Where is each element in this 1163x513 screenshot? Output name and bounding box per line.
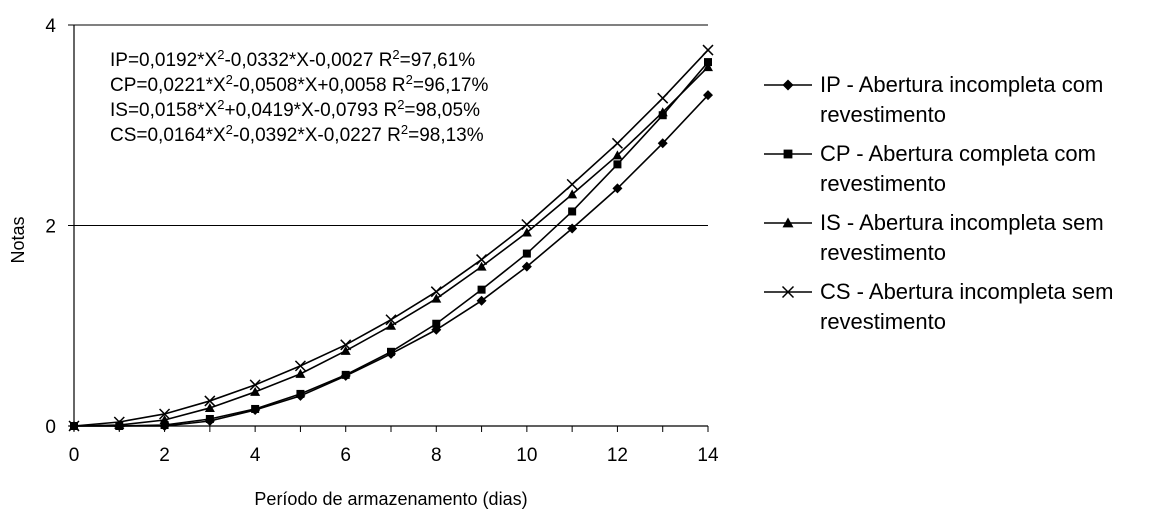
legend-label: CP - Abertura completa com revestimento bbox=[820, 141, 1096, 196]
data-point-triangle bbox=[250, 386, 261, 396]
data-point-triangle bbox=[340, 345, 351, 355]
data-point-square bbox=[251, 404, 260, 413]
regression-equation: IS=0,0158*X2+0,0419*X-0,0793 R2=98,05% bbox=[110, 97, 480, 121]
data-point-diamond bbox=[521, 261, 532, 272]
data-point-diamond bbox=[476, 295, 487, 306]
data-point-x bbox=[611, 137, 623, 149]
data-point-square bbox=[387, 347, 395, 356]
legend-label: IS - Abertura incompleta sem revestiment… bbox=[820, 210, 1104, 265]
tick-labels: 0 2 4 0 2 4 6 8 10 12 14 bbox=[45, 16, 719, 466]
x-tick-label: 2 bbox=[159, 445, 170, 466]
data-point-triangle bbox=[567, 189, 578, 199]
legend: IP - Abertura incompleta com revestiment… bbox=[762, 70, 1162, 346]
data-point-square bbox=[341, 370, 350, 379]
x-tick-label: 12 bbox=[607, 445, 628, 466]
data-point-x bbox=[113, 416, 125, 428]
y-axis-label: Notas bbox=[8, 216, 28, 263]
x-tick-label: 4 bbox=[250, 445, 261, 466]
regression-equations: IP=0,0192*X2-0,0332*X-0,0027 R2=97,61%CP… bbox=[110, 47, 489, 146]
data-point-x bbox=[702, 44, 714, 56]
data-point-triangle bbox=[431, 293, 442, 303]
data-point-diamond bbox=[703, 90, 713, 101]
series-triangle bbox=[69, 62, 713, 430]
data-point-x bbox=[657, 92, 669, 104]
x-tick-label: 0 bbox=[69, 445, 80, 466]
data-point-triangle bbox=[612, 150, 623, 160]
legend-item-triangle: IS - Abertura incompleta sem revestiment… bbox=[762, 208, 1162, 268]
data-point-x bbox=[159, 408, 171, 420]
data-point-triangle bbox=[782, 217, 794, 228]
x-tick-label: 10 bbox=[516, 445, 537, 466]
data-point-triangle bbox=[204, 402, 215, 412]
data-point-x bbox=[340, 339, 352, 351]
legend-label: CS - Abertura incompleta sem revestiment… bbox=[820, 279, 1114, 334]
data-point-triangle bbox=[386, 320, 396, 330]
data-point-triangle bbox=[159, 414, 170, 424]
data-point-x bbox=[249, 379, 261, 391]
data-point-x bbox=[476, 254, 488, 266]
regression-equation: CS=0,0164*X2-0,0392*X-0,0227 R2=98,13% bbox=[110, 122, 484, 146]
legend-key-diamond bbox=[764, 79, 812, 91]
x-tick-label: 8 bbox=[431, 445, 442, 466]
data-point-x bbox=[781, 285, 795, 299]
series-x bbox=[68, 44, 714, 432]
data-point-square bbox=[205, 414, 214, 423]
data-point-x bbox=[385, 314, 397, 326]
data-point-x bbox=[68, 420, 80, 432]
y-tick-label: 2 bbox=[45, 217, 56, 238]
legend-item-x: CS - Abertura incompleta sem revestiment… bbox=[762, 277, 1162, 337]
data-point-square bbox=[704, 58, 712, 67]
data-point-triangle bbox=[703, 62, 713, 72]
x-axis-label: Período de armazenamento (dias) bbox=[254, 489, 527, 509]
series-group bbox=[68, 44, 714, 432]
data-point-x bbox=[566, 178, 578, 190]
regression-equation: IP=0,0192*X2-0,0332*X-0,0027 R2=97,61% bbox=[110, 47, 475, 71]
legend-item-square: CP - Abertura completa com revestimento bbox=[762, 139, 1162, 199]
legend-item-diamond: IP - Abertura incompleta com revestiment… bbox=[762, 70, 1162, 130]
data-point-square bbox=[522, 249, 531, 258]
data-point-diamond bbox=[612, 183, 623, 194]
data-point-square bbox=[432, 319, 441, 328]
data-point-triangle bbox=[521, 227, 532, 237]
legend-key-square bbox=[764, 149, 812, 159]
regression-equation: CP=0,0221*X2-0,0508*X+0,0058 R2=96,17% bbox=[110, 72, 489, 96]
data-point-square bbox=[477, 285, 486, 294]
data-point-diamond bbox=[567, 223, 578, 234]
legend-label: IP - Abertura incompleta com revestiment… bbox=[820, 72, 1104, 127]
data-point-triangle bbox=[295, 368, 306, 378]
data-point-square bbox=[613, 160, 622, 169]
axes bbox=[73, 25, 708, 427]
y-tick-label: 4 bbox=[45, 16, 56, 37]
legend-key-triangle bbox=[764, 217, 812, 228]
data-point-square bbox=[783, 149, 793, 159]
data-point-square bbox=[568, 207, 577, 216]
data-point-x bbox=[521, 218, 533, 231]
data-point-triangle bbox=[657, 107, 668, 117]
data-point-square bbox=[296, 389, 305, 398]
data-point-x bbox=[204, 395, 216, 407]
data-point-diamond bbox=[782, 79, 794, 91]
data-point-triangle bbox=[114, 419, 125, 429]
x-tick-label: 6 bbox=[340, 445, 351, 466]
data-point-square bbox=[160, 420, 169, 429]
y-tick-label: 0 bbox=[45, 417, 56, 438]
data-point-x bbox=[294, 360, 306, 372]
x-tick-label: 14 bbox=[697, 445, 719, 466]
data-point-diamond bbox=[657, 138, 668, 149]
legend-key-x bbox=[764, 285, 812, 299]
data-point-x bbox=[430, 286, 442, 298]
data-point-triangle bbox=[476, 261, 487, 271]
